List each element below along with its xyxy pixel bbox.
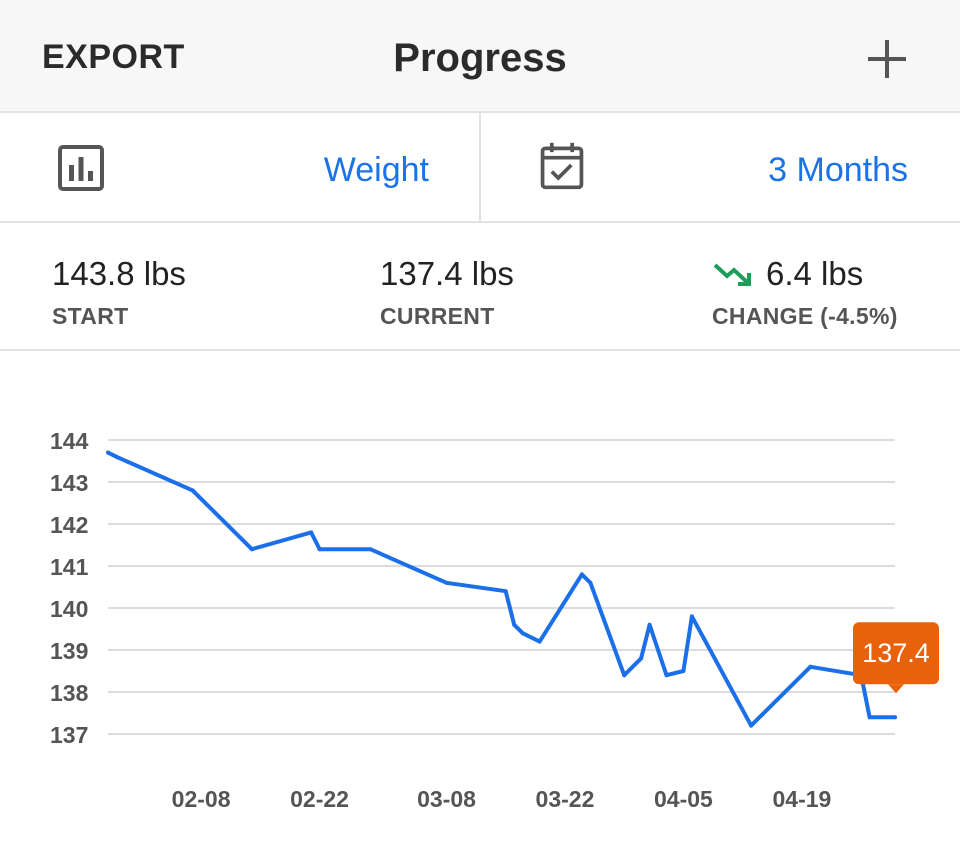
x-tick-label: 04-19	[772, 786, 831, 812]
y-tick-label: 140	[50, 596, 88, 622]
range-value: 3 Months	[768, 151, 908, 189]
bar-chart-icon	[58, 145, 104, 191]
y-tick-label: 137	[50, 722, 88, 748]
tooltip-value: 137.4	[862, 638, 930, 668]
selector-divider	[479, 113, 481, 223]
start-value: 143.8 lbs	[52, 255, 186, 292]
data-point	[664, 673, 669, 678]
value-tooltip: 137.4	[853, 622, 939, 694]
y-tick-label: 139	[50, 638, 88, 664]
data-point	[588, 580, 593, 585]
data-point	[512, 622, 517, 627]
y-tick-label: 141	[50, 554, 89, 580]
x-tick-label: 02-08	[172, 786, 231, 812]
stat-current: 137.4 lbs CURRENT	[380, 255, 514, 330]
export-button[interactable]: EXPORT	[42, 38, 185, 76]
weight-line-chart[interactable]: 144 143 142 141 140 139 138 137 02-08 02-22 03-08 0…	[0, 352, 960, 858]
data-point	[893, 715, 897, 720]
data-point	[579, 572, 584, 577]
x-tick-label: 04-05	[654, 786, 713, 812]
y-tick-label: 142	[50, 512, 88, 538]
data-point	[689, 614, 694, 619]
data-point	[249, 547, 254, 552]
range-selector[interactable]: 3 Months	[481, 113, 960, 221]
current-label: CURRENT	[380, 303, 495, 329]
data-point	[520, 631, 525, 636]
page-title: Progress	[393, 36, 567, 80]
top-bar: EXPORT Progress	[0, 0, 960, 113]
calendar-check-icon	[540, 142, 584, 190]
selector-bar: Weight 3 Months	[0, 113, 960, 223]
data-point	[190, 488, 195, 493]
stat-start: 143.8 lbs START	[52, 255, 186, 330]
tooltip-pointer	[888, 684, 904, 694]
data-point	[681, 669, 686, 673]
data-point	[867, 715, 872, 720]
stat-change: 6.4 lbs CHANGE (-4.5%)	[712, 255, 898, 330]
change-label: CHANGE (-4.5%)	[712, 303, 898, 329]
data-point	[808, 664, 813, 669]
metric-selector[interactable]: Weight	[0, 113, 479, 221]
weight-series-line	[106, 450, 897, 728]
change-row: 6.4 lbs	[712, 255, 898, 293]
y-tick-label: 144	[50, 428, 89, 454]
stats-row: 143.8 lbs START 137.4 lbs CURRENT 6.4 lb…	[0, 223, 960, 351]
x-tick-label: 02-22	[290, 786, 349, 812]
metric-value: Weight	[323, 151, 429, 189]
y-tick-label: 138	[50, 680, 89, 706]
start-label: START	[52, 303, 129, 329]
plus-icon[interactable]	[866, 38, 908, 80]
data-point	[749, 723, 754, 728]
tooltip-box	[853, 622, 939, 685]
data-point	[444, 580, 449, 585]
change-value: 6.4 lbs	[766, 255, 864, 292]
trending-down-icon	[713, 263, 751, 286]
data-point	[106, 450, 110, 455]
data-point	[368, 547, 373, 552]
data-point	[639, 656, 644, 661]
data-point	[309, 530, 314, 535]
data-point	[503, 589, 508, 594]
data-point	[647, 622, 652, 627]
data-point	[317, 547, 322, 552]
y-tick-label: 143	[50, 470, 88, 496]
x-tick-label: 03-08	[417, 786, 476, 812]
current-value: 137.4 lbs	[380, 255, 514, 292]
data-point	[622, 673, 627, 678]
page-title-wrap: Progress	[0, 36, 960, 81]
data-point	[537, 639, 542, 644]
data-point	[114, 454, 119, 459]
x-tick-label: 03-22	[536, 786, 595, 812]
